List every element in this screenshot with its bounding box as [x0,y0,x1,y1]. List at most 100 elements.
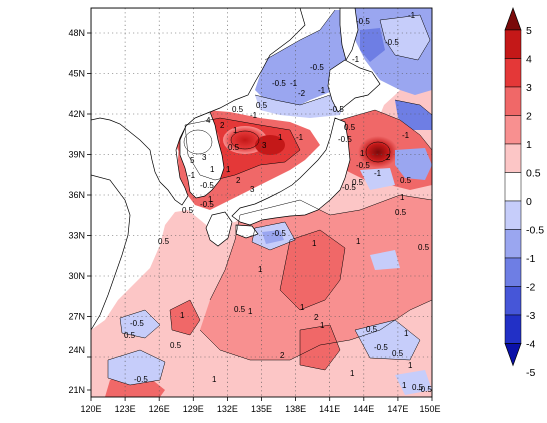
colorbar-level-label: -4 [526,339,535,351]
japan-sea-cool [255,10,350,110]
colorbar-bin [504,58,522,88]
contour-label: -1 [352,55,360,64]
axis-ticks [87,32,433,401]
contour-label: 0.5 [366,325,378,334]
contour-label: 0.5 [344,123,356,132]
contour-label: 0.5 [412,383,424,392]
lon-tick-label: 150E [419,404,440,414]
contour-label: 0.5 [124,331,136,340]
lat-tick-label: 27N [68,312,85,322]
lon-tick-label: 144E [353,404,374,414]
contour-label: 1 [350,369,355,378]
contour-label: -2 [298,89,306,98]
lon-tick-label: 147E [387,404,408,414]
contour-label: 1 [360,149,365,158]
ocean-cool-7 [370,250,400,270]
contour-label: 3 [202,153,207,162]
contour-label: 1 [312,239,317,248]
contour-label: -0.5 [385,38,399,47]
contour-label: -1 [374,169,382,178]
contour-label: 0.5 [256,101,268,110]
contour-label: 1 [233,126,238,135]
contour-label: -0.5 [130,319,144,328]
contour-lines [107,9,432,386]
colorbar-level-label: 5 [526,25,532,37]
contour-label: 0.5 [392,349,404,358]
contour-label: -0.5 [310,63,324,72]
contour-label: 1 [408,361,413,370]
lat-tick-label: 21N [68,385,85,395]
lat-tick-label: 48N [68,28,85,38]
contour-label: 2 [386,153,391,162]
colorbar-bin [504,257,522,287]
colorbar-bin [504,200,522,230]
lat-tick-label: 24N [68,345,85,355]
contour-label: -1 [402,131,410,140]
contour-label: -0.5 [356,17,370,26]
colorbar-bin [504,229,522,259]
lon-tick-label: 123E [115,404,136,414]
lon-tick-label: 120E [80,404,101,414]
contour-label: -0.5 [338,135,352,144]
contour-label: 1 [208,195,213,204]
tohoku-hot-core [358,136,398,168]
land-hokkaido [327,59,381,113]
contour-label-group: -0.5 -1 -0.5 -1 -0.5 -1 -0.5 -2 -1 -0.5 … [124,11,432,394]
lat-tick-label: 39N [68,150,85,160]
lon-tick-label: 138E [285,404,306,414]
ocean-cool-6 [262,230,284,244]
contour-label: 2 [280,351,285,360]
contour-label: 1 [300,303,305,312]
colorbar-level-label: -3 [526,310,535,322]
east-sea-hot-core-2 [255,135,285,155]
ocean-anomaly-4 [170,300,200,335]
colorbar-level-label: 0.5 [526,168,541,180]
contour-label: -0.5 [356,161,370,170]
contour-label: -0.5 [272,79,286,88]
contour-label: 2 [220,121,225,130]
contour-label: 2 [314,313,319,322]
land-asia [91,8,306,206]
contour-label: -0.5 [200,200,214,209]
colorbar-level-label: -1 [526,253,535,265]
contour-label: 0.5 [182,206,194,215]
land-sakhalin [339,8,359,61]
contour-label: 1 [226,165,231,174]
contour-label: 1 [212,375,217,384]
colorbar-bin [504,314,522,344]
contour-label: 1 [278,133,283,142]
ocean-cool-3 [355,320,420,360]
contour-label: -1 [250,111,258,120]
contour-label: -1 [318,86,326,95]
land-korea [179,111,225,199]
colorbar-bin [504,29,522,59]
ocean-cool-1 [108,350,165,385]
colorbar-level-label: -2 [526,282,535,294]
colorbar-level-label: 0 [526,196,532,208]
contour-label: 1 [400,193,405,202]
contour-label: 0.5 [232,105,244,114]
contour-label: 3 [262,141,267,150]
contour-label: 0.5 [170,341,182,350]
contour-label: -0.5 [374,343,388,352]
contour-label: -0.5 [200,181,214,190]
land-china-south [91,174,131,331]
contour-label: -0.5 [134,375,148,384]
colorbar-bin [504,86,522,116]
grid-lines [91,8,432,397]
okhotsk-cool-light [380,15,430,60]
colorbar-level-label: -5 [526,367,535,379]
contour-label: -0.5 [330,105,344,114]
land-shikoku [235,224,259,239]
colorbar-bin [504,286,522,316]
okhotsk-cool-dark [360,28,385,62]
contour-label: -1 [188,171,196,180]
colorbar: 5 4 3 2 1 0.5 0 -0.5 -1 -2 -3 -4 -5 [504,6,544,379]
latitude-labels: 48N 45N 42N 39N 36N 33N 30N 27N 24N 21N [68,28,85,395]
contour-label: 4 [206,116,211,125]
contour-label: 5 [190,156,195,165]
colorbar-bottom-arrow [504,343,522,367]
lon-tick-label: 141E [319,404,340,414]
ocean-anomaly-2 [280,230,345,310]
contour-label: -1 [296,133,304,142]
